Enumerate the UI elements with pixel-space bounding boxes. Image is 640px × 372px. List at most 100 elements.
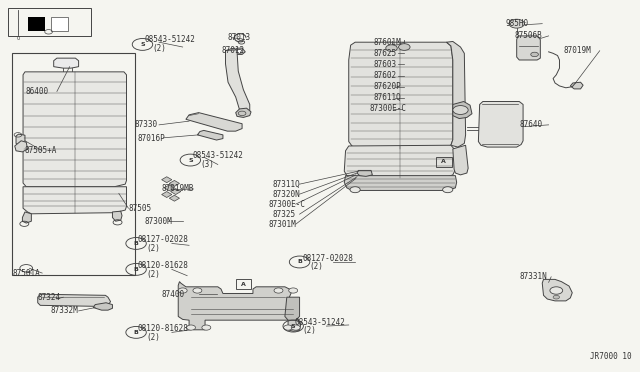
Text: 87602: 87602 [374, 71, 397, 80]
Text: 87331N: 87331N [519, 272, 547, 281]
Text: 87013: 87013 [227, 33, 250, 42]
Text: 87330: 87330 [135, 121, 158, 129]
Circle shape [186, 325, 195, 330]
Polygon shape [93, 303, 113, 310]
Text: B: B [297, 260, 302, 264]
Text: 08543-51242: 08543-51242 [145, 35, 195, 44]
Text: 87012: 87012 [221, 46, 244, 55]
Text: 87325: 87325 [272, 210, 295, 219]
Circle shape [202, 325, 211, 330]
Text: 08543-51242: 08543-51242 [294, 318, 346, 327]
Polygon shape [453, 102, 472, 119]
Text: B: B [134, 241, 138, 246]
Text: (2): (2) [147, 244, 160, 253]
Text: 08120-81628: 08120-81628 [138, 324, 189, 333]
Circle shape [531, 52, 538, 57]
Polygon shape [349, 42, 453, 149]
Text: 87620P: 87620P [374, 82, 401, 91]
Circle shape [291, 325, 300, 330]
Text: A: A [442, 160, 446, 164]
Circle shape [550, 287, 563, 294]
Polygon shape [170, 195, 179, 201]
Text: 08127-02028: 08127-02028 [138, 235, 189, 244]
Polygon shape [162, 192, 172, 198]
Text: 86400: 86400 [26, 87, 49, 96]
Text: B: B [134, 267, 138, 272]
Polygon shape [225, 48, 250, 114]
Polygon shape [344, 176, 457, 190]
Polygon shape [113, 211, 122, 221]
Text: 87300M: 87300M [145, 217, 172, 226]
Text: 87505+A: 87505+A [25, 146, 58, 155]
Circle shape [386, 45, 397, 51]
Text: (2): (2) [310, 262, 324, 271]
Circle shape [274, 288, 283, 293]
Polygon shape [453, 145, 468, 175]
Circle shape [509, 19, 524, 28]
Text: (2): (2) [147, 270, 160, 279]
Circle shape [453, 106, 468, 115]
Text: 87019M: 87019M [564, 46, 592, 55]
Text: S: S [140, 42, 145, 47]
Text: (2): (2) [152, 44, 166, 53]
Polygon shape [236, 108, 251, 118]
Text: 08543-51242: 08543-51242 [192, 151, 243, 160]
Circle shape [443, 187, 453, 193]
Text: 985H0: 985H0 [505, 19, 529, 28]
Text: 87320N: 87320N [272, 190, 300, 199]
Text: 87505: 87505 [129, 204, 152, 213]
Text: (2): (2) [302, 326, 316, 336]
Text: 87300E-C: 87300E-C [269, 200, 306, 209]
Polygon shape [357, 170, 372, 176]
Polygon shape [23, 187, 127, 214]
Bar [436, 157, 452, 167]
Circle shape [193, 288, 202, 293]
Text: 87601M: 87601M [374, 38, 401, 47]
Polygon shape [344, 145, 456, 178]
Text: 87016P: 87016P [138, 134, 166, 144]
Text: 87400: 87400 [162, 290, 185, 299]
Polygon shape [447, 41, 466, 147]
Circle shape [178, 288, 187, 293]
Text: JR7000 10: JR7000 10 [590, 352, 632, 361]
Text: 87506B: 87506B [515, 31, 543, 41]
Text: (2): (2) [147, 333, 160, 342]
Polygon shape [38, 294, 111, 307]
Circle shape [553, 295, 559, 299]
Polygon shape [234, 48, 245, 54]
Bar [51, 17, 68, 31]
Polygon shape [15, 141, 28, 152]
Text: 08120-81628: 08120-81628 [138, 261, 189, 270]
Polygon shape [170, 180, 179, 186]
Polygon shape [16, 134, 25, 145]
Polygon shape [162, 177, 172, 183]
Text: 87301M: 87301M [269, 220, 297, 229]
Polygon shape [171, 189, 180, 195]
Text: 0: 0 [17, 36, 19, 41]
Polygon shape [516, 36, 540, 60]
Bar [28, 17, 45, 31]
Circle shape [236, 49, 243, 53]
Bar [236, 279, 251, 289]
Text: 87611Q: 87611Q [374, 93, 401, 102]
Polygon shape [23, 72, 127, 187]
Text: 08127-02028: 08127-02028 [302, 254, 353, 263]
Text: B: B [134, 330, 138, 335]
Polygon shape [186, 113, 242, 131]
Polygon shape [197, 131, 223, 140]
Circle shape [289, 288, 298, 293]
Text: 87625: 87625 [374, 49, 397, 58]
Text: S: S [291, 324, 296, 328]
Text: 87501A: 87501A [12, 269, 40, 278]
Text: (3): (3) [200, 160, 214, 169]
Text: 87311Q: 87311Q [272, 180, 300, 189]
Bar [8, 8, 92, 36]
Polygon shape [542, 279, 572, 301]
Polygon shape [478, 102, 523, 147]
Text: 87019MB: 87019MB [162, 185, 194, 193]
Text: 87300E-C: 87300E-C [370, 105, 407, 113]
Text: 87603: 87603 [374, 60, 397, 69]
Polygon shape [164, 185, 174, 191]
Text: 87324: 87324 [37, 293, 60, 302]
Polygon shape [178, 282, 301, 331]
